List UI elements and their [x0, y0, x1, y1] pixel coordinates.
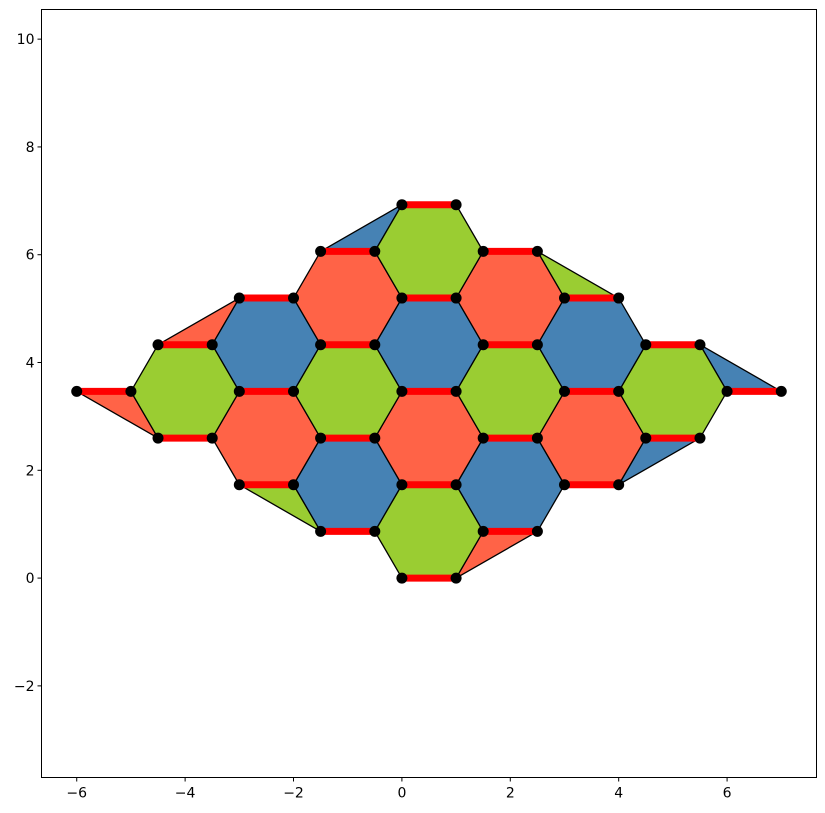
node: [531, 245, 543, 257]
node-layer: [71, 199, 787, 584]
node: [531, 525, 543, 537]
y-axis: −2 0 2 4 6 8 10: [14, 32, 42, 695]
node: [315, 245, 327, 257]
x-tick-label: −6: [66, 786, 87, 802]
node: [640, 432, 652, 444]
node: [396, 199, 408, 211]
node: [396, 385, 408, 397]
node: [233, 479, 245, 491]
y-tick-label: 6: [26, 248, 35, 264]
node: [369, 525, 381, 537]
node: [450, 292, 462, 304]
node: [450, 385, 462, 397]
bond-layer: [76, 201, 782, 582]
node: [613, 479, 625, 491]
node: [233, 292, 245, 304]
node: [396, 572, 408, 584]
x-tick-label: 6: [723, 786, 732, 802]
node: [450, 199, 462, 211]
y-tick-label: 2: [26, 463, 35, 479]
node: [288, 479, 300, 491]
x-tick-label: 2: [506, 786, 515, 802]
node: [369, 339, 381, 351]
cell-layer: [76, 204, 782, 579]
node: [694, 339, 706, 351]
y-tick-label: 10: [17, 32, 35, 48]
node: [315, 432, 327, 444]
y-tick-label: 8: [26, 140, 35, 156]
node: [125, 385, 137, 397]
node: [640, 339, 652, 351]
node: [450, 479, 462, 491]
node: [477, 245, 489, 257]
node: [477, 339, 489, 351]
node: [531, 432, 543, 444]
node: [369, 245, 381, 257]
node: [613, 385, 625, 397]
y-tick-label: 0: [26, 571, 35, 587]
node: [694, 432, 706, 444]
node: [152, 432, 164, 444]
node: [71, 385, 83, 397]
node: [396, 292, 408, 304]
x-tick-label: 0: [397, 786, 406, 802]
y-tick-label: −2: [14, 679, 35, 695]
node: [288, 385, 300, 397]
node: [531, 339, 543, 351]
node: [233, 385, 245, 397]
node: [206, 339, 218, 351]
y-tick-label: 4: [26, 356, 35, 372]
x-tick-label: 4: [614, 786, 623, 802]
x-axis: −6 −4 −2 0 2 4 6: [66, 777, 732, 802]
node: [477, 525, 489, 537]
node: [206, 432, 218, 444]
plot-frame: [41, 9, 817, 778]
x-tick-label: −4: [175, 786, 196, 802]
node: [152, 339, 164, 351]
node: [369, 432, 381, 444]
node: [477, 432, 489, 444]
node: [450, 572, 462, 584]
node: [396, 479, 408, 491]
node: [721, 385, 733, 397]
node: [315, 525, 327, 537]
x-tick-label: −2: [283, 786, 304, 802]
node: [775, 385, 787, 397]
node: [558, 385, 570, 397]
node: [613, 292, 625, 304]
node: [558, 479, 570, 491]
node: [558, 292, 570, 304]
node: [288, 292, 300, 304]
node: [315, 339, 327, 351]
